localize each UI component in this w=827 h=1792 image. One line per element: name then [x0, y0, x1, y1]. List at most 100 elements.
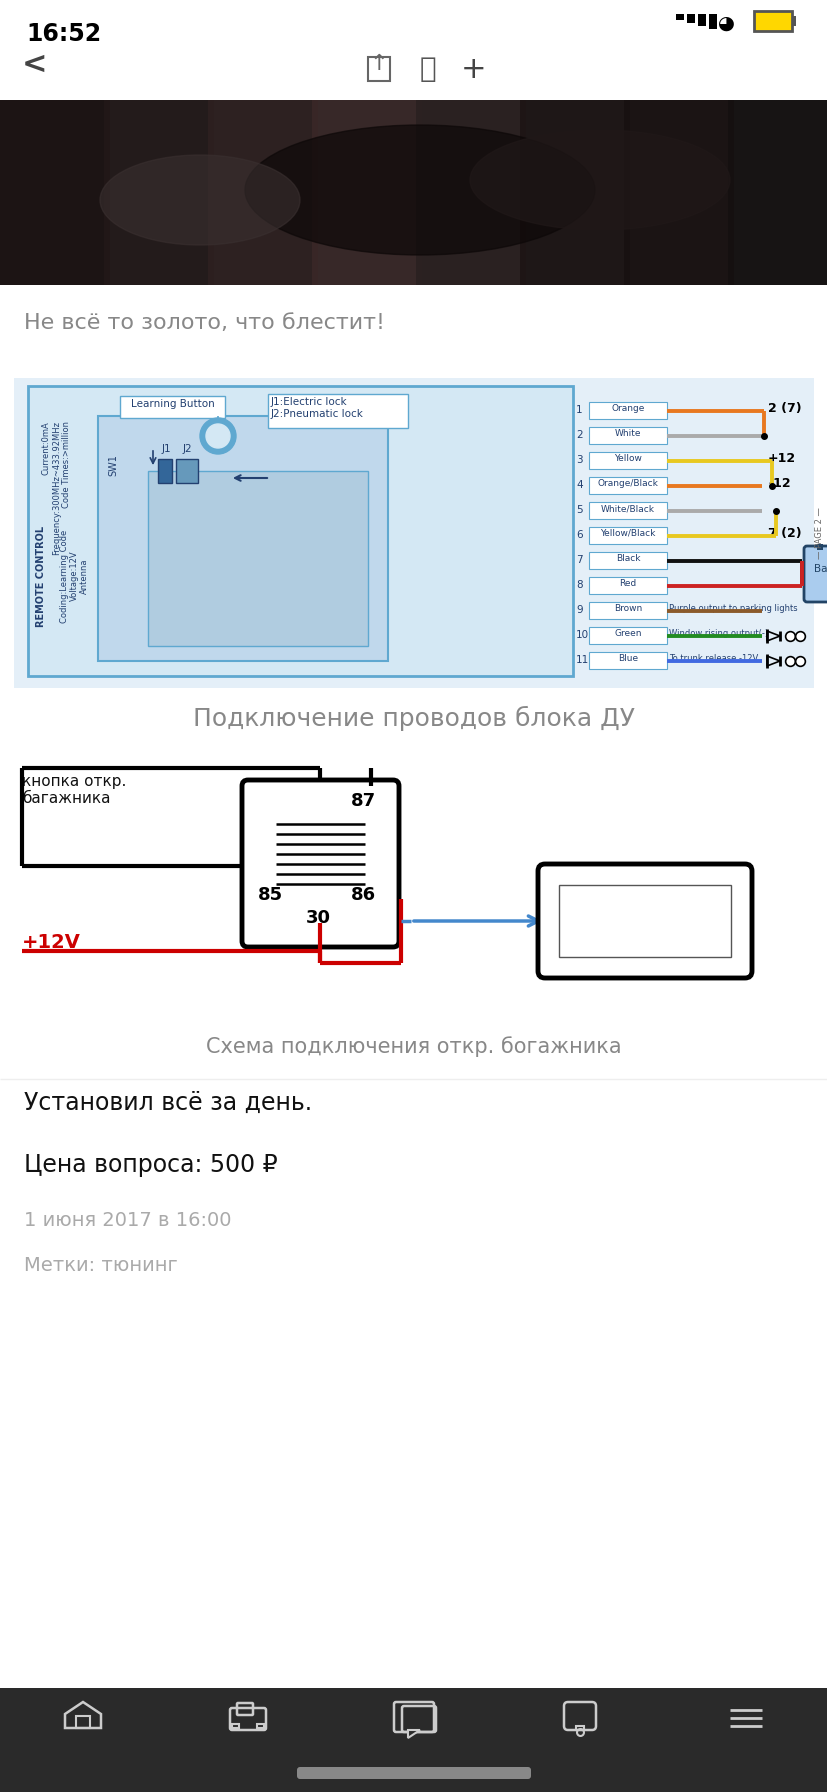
Text: White: White: [614, 428, 640, 437]
Text: Схема подключения откр. богажника: Схема подключения откр. богажника: [206, 1036, 621, 1057]
Bar: [28, 385, 572, 676]
Text: Black: Black: [615, 554, 639, 563]
Text: Learning Button: Learning Button: [131, 400, 215, 409]
Text: 5: 5: [576, 505, 582, 514]
Text: 85: 85: [258, 885, 283, 903]
Text: Red: Red: [619, 579, 636, 588]
Bar: [367, 57, 390, 81]
Text: — PAGE 2 —: — PAGE 2 —: [814, 507, 823, 559]
Bar: [0, 100, 110, 285]
Bar: [0, 1688, 827, 1792]
Text: Yellow/Black: Yellow/Black: [600, 529, 655, 538]
Text: To trunk release -12V: To trunk release -12V: [668, 654, 758, 663]
FancyBboxPatch shape: [538, 864, 751, 978]
Text: White/Black: White/Black: [600, 504, 654, 513]
Bar: [98, 416, 388, 661]
Bar: [148, 471, 367, 645]
Text: Antenna: Antenna: [80, 559, 88, 593]
FancyBboxPatch shape: [803, 547, 827, 602]
Bar: [588, 577, 667, 593]
Bar: [519, 100, 629, 285]
Bar: [158, 459, 172, 484]
Text: Orange: Orange: [610, 403, 644, 412]
Text: Blue: Blue: [617, 654, 638, 663]
Text: 2: 2: [576, 430, 582, 441]
Bar: [415, 100, 525, 285]
Text: 30: 30: [306, 909, 331, 926]
Bar: [588, 502, 667, 520]
Text: 9: 9: [576, 606, 582, 615]
Bar: [588, 527, 667, 545]
Text: +12: +12: [767, 452, 796, 464]
Bar: [232, 1724, 239, 1727]
Ellipse shape: [245, 125, 595, 254]
Bar: [104, 100, 213, 285]
Text: 1: 1: [576, 405, 582, 416]
Text: Не всё то золото, что блестит!: Не всё то золото, что блестит!: [24, 314, 385, 333]
Text: J1: J1: [162, 444, 171, 453]
Bar: [588, 602, 667, 618]
Text: -12: -12: [767, 477, 790, 489]
Text: 86: 86: [351, 885, 375, 903]
Bar: [588, 652, 667, 668]
Text: Window rising output(-): Window rising output(-): [668, 629, 767, 638]
Bar: [697, 14, 705, 27]
Bar: [588, 627, 667, 643]
Bar: [588, 477, 667, 495]
Text: Green: Green: [614, 629, 641, 638]
Bar: [816, 545, 822, 550]
Text: ◕: ◕: [717, 14, 734, 32]
Text: J2: J2: [183, 444, 193, 453]
Bar: [753, 11, 791, 30]
Ellipse shape: [100, 154, 299, 246]
Text: Battery: Battery: [813, 564, 827, 573]
Bar: [312, 100, 422, 285]
Bar: [588, 401, 667, 419]
Text: Цена вопроса: 500 ₽: Цена вопроса: 500 ₽: [24, 1152, 277, 1177]
Bar: [686, 14, 694, 23]
Bar: [588, 452, 667, 470]
Text: 1 июня 2017 в 16:00: 1 июня 2017 в 16:00: [24, 1211, 232, 1229]
Text: ⌕: ⌕: [419, 56, 436, 82]
Text: +12V: +12V: [22, 934, 81, 953]
FancyBboxPatch shape: [241, 780, 399, 946]
Text: Установил всё за день.: Установил всё за день.: [24, 1091, 312, 1115]
Bar: [791, 16, 795, 27]
Text: 8: 8: [576, 581, 582, 590]
FancyBboxPatch shape: [558, 885, 730, 957]
Bar: [14, 378, 813, 688]
Text: Code Times:>million: Code Times:>million: [62, 421, 71, 507]
Bar: [256, 1724, 264, 1727]
Bar: [268, 394, 408, 428]
Text: Coding:Learning Code: Coding:Learning Code: [60, 529, 69, 622]
Bar: [675, 14, 683, 20]
Text: Current:0mA: Current:0mA: [42, 421, 51, 475]
Text: Brown: Brown: [613, 604, 642, 613]
FancyBboxPatch shape: [297, 1767, 530, 1779]
Text: 10: 10: [576, 631, 589, 640]
Ellipse shape: [470, 131, 729, 229]
Text: J2:Pneumatic lock: J2:Pneumatic lock: [270, 409, 363, 419]
Bar: [727, 100, 827, 285]
Bar: [76, 1717, 90, 1727]
Text: 16:52: 16:52: [26, 22, 101, 47]
Text: <: <: [22, 50, 47, 79]
Text: 3: 3: [576, 455, 582, 464]
Bar: [0, 100, 827, 285]
Text: +: +: [461, 54, 486, 84]
Circle shape: [206, 425, 230, 448]
Bar: [576, 1726, 583, 1729]
Text: 6: 6: [576, 530, 582, 539]
Text: SW1: SW1: [108, 453, 118, 477]
Text: REMOTE CONTROL: REMOTE CONTROL: [36, 525, 46, 627]
Text: 4: 4: [576, 480, 582, 489]
Text: Orange/Black: Orange/Black: [597, 478, 657, 487]
Bar: [0, 45, 827, 97]
Text: кнопка откр.
багажника: кнопка откр. багажника: [22, 774, 127, 806]
Text: Подключение проводов блока ДУ: Подключение проводов блока ДУ: [193, 706, 634, 731]
Text: ↑: ↑: [369, 54, 388, 73]
Polygon shape: [408, 1729, 419, 1738]
Bar: [708, 14, 716, 29]
Text: 2 (7): 2 (7): [767, 401, 801, 416]
Text: Voltage:12V: Voltage:12V: [70, 550, 79, 602]
